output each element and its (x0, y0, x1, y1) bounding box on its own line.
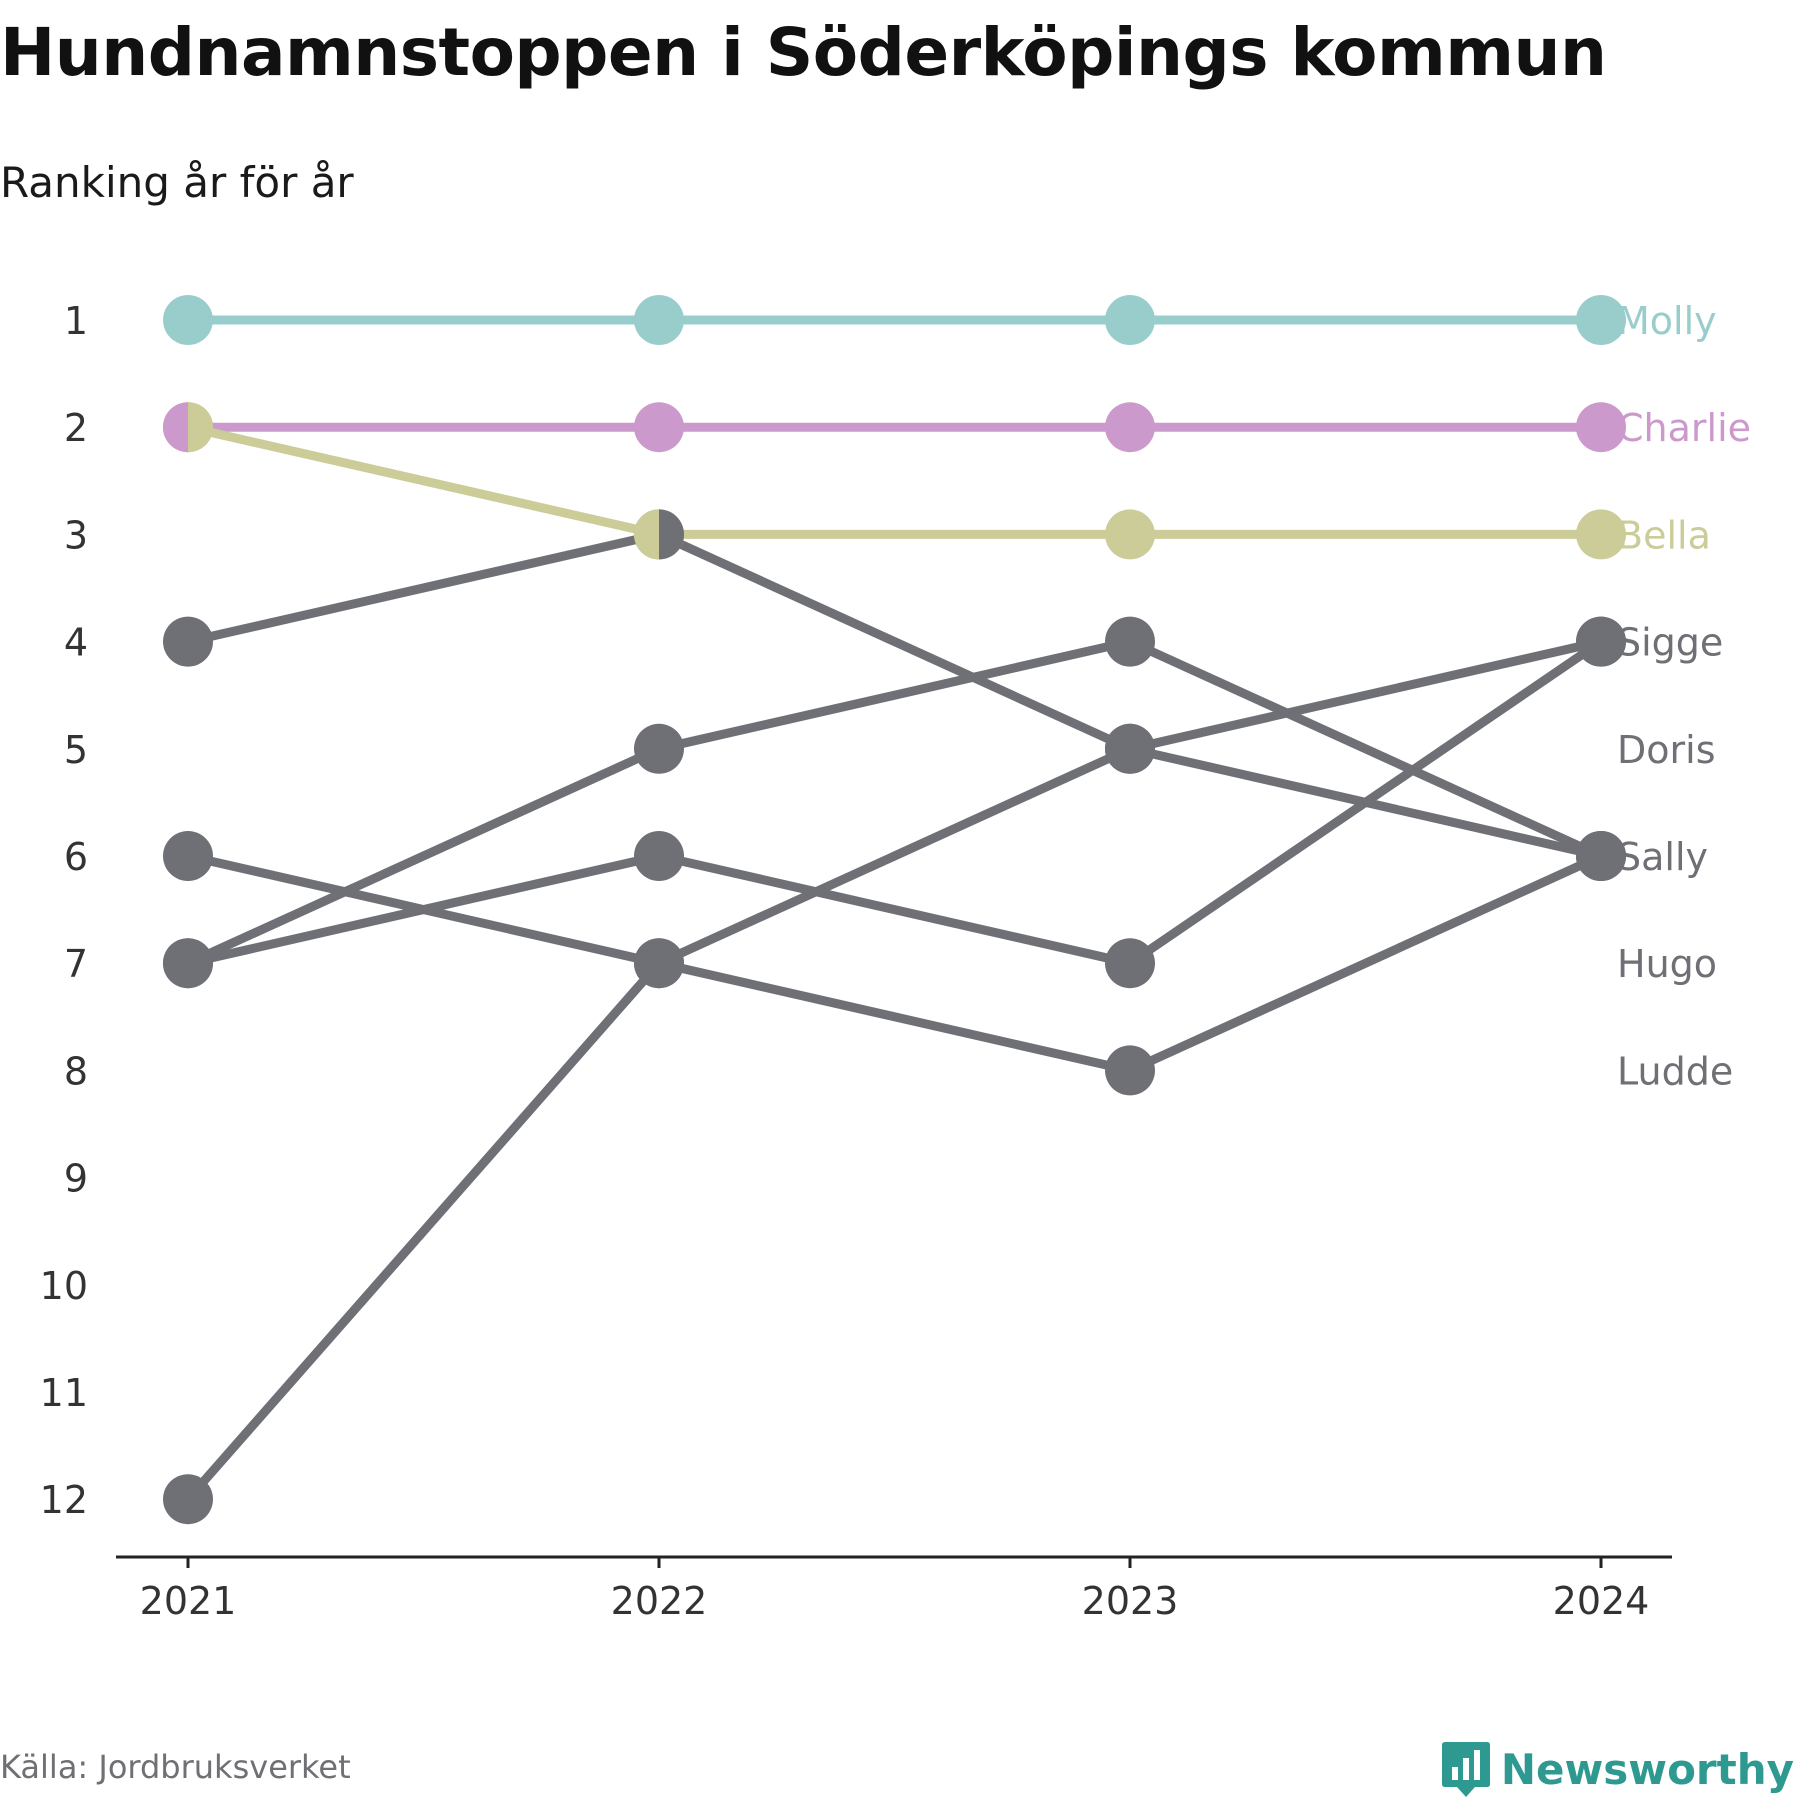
chart-title: Hundnamnstoppen i Söderköpings kommun (0, 14, 1607, 91)
series-label-ludde: Ludde (1617, 1049, 1733, 1093)
series-label-sally: Sally (1617, 835, 1708, 879)
point-charlie-2021-half (163, 402, 188, 453)
point-sally-2021 (163, 616, 213, 667)
point-charlie-2022 (634, 402, 684, 453)
x-tick-label: 2024 (1553, 1579, 1650, 1623)
series-line-sigge (183, 637, 1606, 1504)
point-sally-2023 (1105, 723, 1155, 774)
y-tick-label: 2 (64, 406, 88, 450)
series-label-hugo: Hugo (1617, 942, 1717, 986)
point-bella-2022-half (634, 509, 659, 560)
point-ludde-2022 (634, 938, 684, 989)
point-charlie-2024 (1576, 402, 1626, 453)
point-molly-2022 (634, 295, 684, 345)
x-tick-label: 2021 (140, 1579, 237, 1623)
y-tick-label: 3 (64, 513, 88, 557)
series-line-ludde (183, 851, 1606, 1075)
point-hugo-2024 (1576, 616, 1626, 667)
source-note: Källa: Jordbruksverket (0, 1748, 351, 1786)
brand-logo: Newsworthy (1441, 1740, 1794, 1798)
series-label-molly: Molly (1617, 299, 1717, 343)
point-molly-2024 (1576, 295, 1626, 345)
point-doris-2022 (634, 723, 684, 774)
point-hugo-2021 (163, 938, 213, 989)
newsworthy-logo-icon (1441, 1742, 1490, 1797)
y-tick-label: 5 (64, 728, 88, 772)
point-ludde-2023 (1105, 1045, 1155, 1096)
y-tick-label: 12 (40, 1478, 88, 1522)
x-tick-label: 2023 (1082, 1579, 1179, 1623)
point-charlie-2023 (1105, 402, 1155, 453)
point-sigge-2021 (163, 1474, 213, 1525)
point-ludde-2024 (1576, 831, 1626, 881)
series-label-bella: Bella (1617, 513, 1711, 557)
x-axis: 2021 2022 2023 2024 (116, 1555, 1672, 1623)
point-sally-2022-half (659, 509, 685, 560)
y-tick-label: 10 (40, 1264, 88, 1308)
y-tick-label: 7 (64, 942, 88, 986)
point-hugo-2022 (634, 831, 684, 881)
chart-subtitle: Ranking år för år (0, 158, 354, 207)
series-line-bella (183, 422, 1606, 539)
y-tick-label: 6 (64, 835, 88, 879)
point-bella-2021-half (188, 402, 214, 453)
series-label-doris: Doris (1617, 728, 1716, 772)
y-tick-label: 9 (64, 1157, 88, 1201)
y-tick-label: 11 (40, 1371, 88, 1415)
point-doris-2023 (1105, 616, 1155, 667)
series-lines (183, 315, 1606, 1504)
x-tick-label: 2022 (611, 1579, 708, 1623)
series-label-sigge: Sigge (1617, 621, 1723, 665)
point-bella-2023 (1105, 509, 1155, 560)
point-ludde-2021 (163, 831, 213, 881)
series-points (163, 295, 1626, 1525)
series-labels: Molly Charlie Bella Sigge Doris Sally Hugo Ludd… (1617, 299, 1751, 1093)
series-line-doris (183, 637, 1606, 968)
point-molly-2023 (1105, 295, 1155, 345)
y-tick-label: 8 (64, 1049, 88, 1093)
point-molly-2021 (163, 295, 213, 345)
y-tick-label: 4 (64, 621, 88, 665)
point-hugo-2023 (1105, 938, 1155, 989)
point-bella-2024 (1576, 509, 1626, 560)
series-label-charlie: Charlie (1617, 406, 1751, 450)
y-tick-label: 1 (64, 299, 88, 343)
brand-name: Newsworthy (1500, 1744, 1794, 1794)
